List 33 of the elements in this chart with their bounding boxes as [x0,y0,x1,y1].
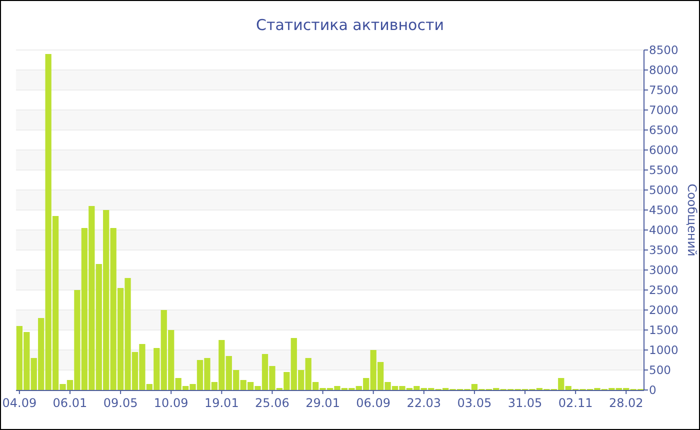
y-tick-label: 6000 [649,143,678,157]
y-tick-label: 5000 [649,183,678,197]
x-tick-label: 31.05 [508,396,542,410]
y-tick-label: 7000 [649,103,678,117]
y-tick-label: 8000 [649,63,678,77]
y-tick-label: 3500 [649,243,678,257]
y-axis-title: Сообщений [685,184,699,256]
x-tick-label: 28.02 [608,396,644,410]
y-tick-label: 7500 [649,83,678,97]
y-tick-label: 6500 [649,123,678,137]
x-tick-label: 04.09 [2,396,37,410]
y-tick-label: 4500 [649,203,678,217]
y-tick-label: 0 [649,383,656,397]
y-tick-label: 4000 [649,223,678,237]
x-tick-label: 06.09 [356,396,391,410]
x-tick-label: 09.05 [103,396,138,410]
y-tick-label: 2500 [649,283,678,297]
y-tick-label: 500 [649,363,671,377]
x-tick-label: 02.11 [558,396,593,410]
x-tick-label: 19.01 [204,396,239,410]
x-tick-label: 29.01 [306,396,340,410]
chart-title: Статистика активности [256,16,444,34]
x-tick-label: 10.09 [154,396,188,410]
x-tick-label: 22.03 [406,396,442,410]
y-tick-label: 2000 [649,303,678,317]
x-tick-label: 06.01 [52,396,88,410]
x-tick-label: 03.05 [457,396,492,410]
y-tick-label: 3000 [649,263,678,277]
y-tick-label: 5500 [649,163,678,177]
y-tick-label: 1500 [649,323,678,337]
y-tick-label: 1000 [649,343,678,357]
x-tick-label: 25.06 [255,396,290,410]
y-tick-label: 8500 [649,43,678,57]
